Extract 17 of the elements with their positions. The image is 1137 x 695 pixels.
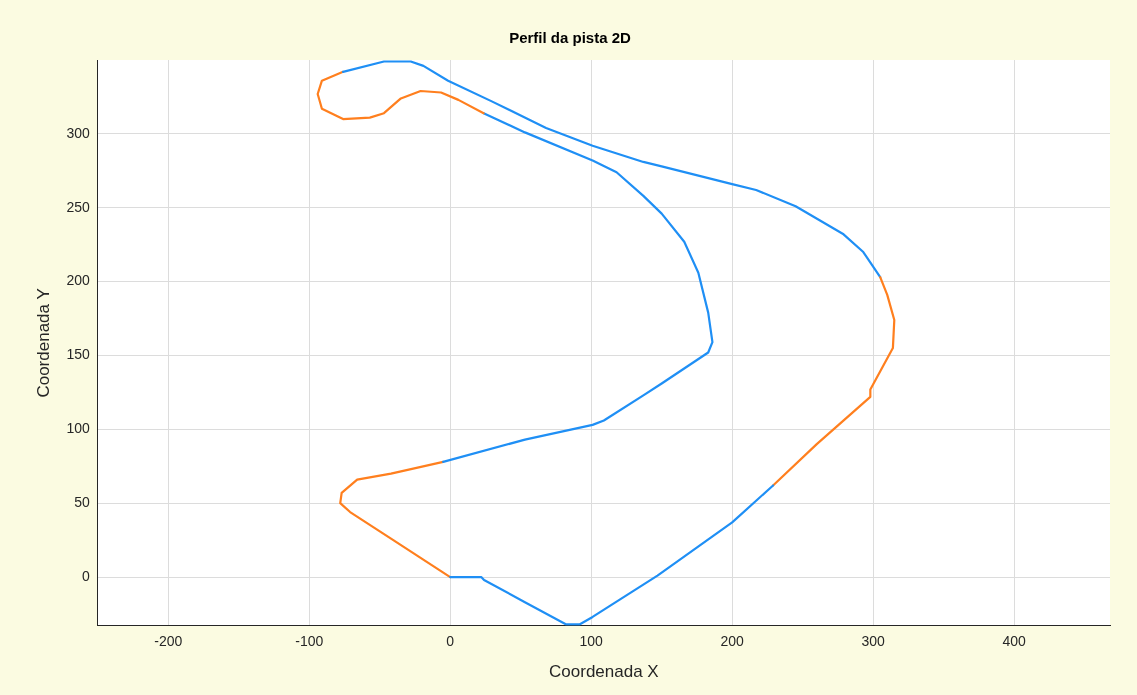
y-tick-label: 100 [66, 420, 90, 437]
y-tick-label: 200 [66, 272, 90, 289]
y-tick-label: 150 [66, 346, 90, 363]
x-tick-label: 200 [720, 633, 745, 650]
x-tick-label: -200 [154, 633, 183, 650]
y-axis-title: Coordenada Y [33, 288, 53, 398]
y-tick-label: 50 [74, 494, 90, 511]
x-tick-label: 100 [579, 633, 604, 650]
y-tick-label: 300 [66, 124, 90, 141]
x-tick-label: 400 [1002, 633, 1027, 650]
y-tick-label: 0 [81, 567, 90, 584]
chart-title: Perfil da pista 2D [509, 29, 632, 47]
x-tick-label: -100 [295, 633, 324, 650]
y-tick-label: 250 [66, 198, 90, 215]
x-tick-label: 0 [446, 633, 455, 650]
x-axis-title: Coordenada X [549, 662, 659, 682]
x-tick-label: 300 [861, 633, 886, 650]
